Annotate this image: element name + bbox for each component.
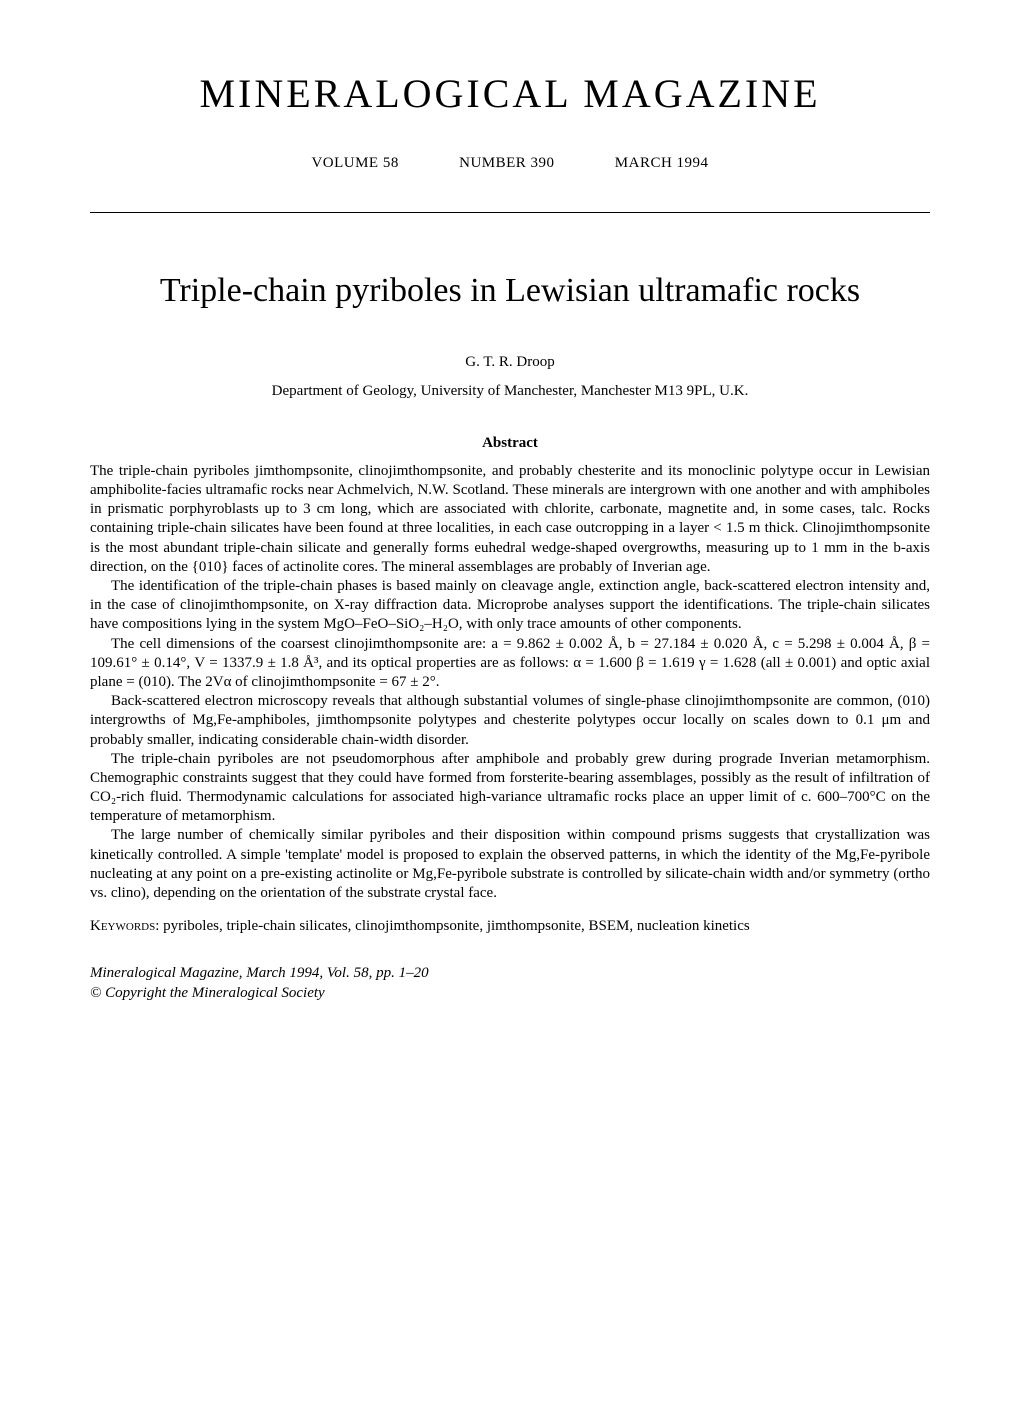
keywords-text: pyriboles, triple-chain silicates, clino… [159, 918, 749, 934]
footer-copyright: © Copyright the Mineralogical Society [90, 984, 930, 1004]
divider-rule [90, 212, 930, 213]
keywords-label: Keywords: [90, 918, 159, 934]
volume-label: VOLUME 58 [311, 155, 398, 171]
abstract-paragraph: The large number of chemically similar p… [90, 826, 930, 903]
date-label: MARCH 1994 [615, 155, 709, 171]
author-affiliation: Department of Geology, University of Man… [90, 383, 930, 400]
abstract-heading: Abstract [90, 435, 930, 452]
keywords-line: Keywords: pyriboles, triple-chain silica… [90, 917, 930, 936]
article-title: Triple-chain pyriboles in Lewisian ultra… [90, 268, 930, 314]
abstract-paragraph: The triple-chain pyriboles are not pseud… [90, 750, 930, 827]
author-name: G. T. R. Droop [90, 354, 930, 371]
abstract-body: The triple-chain pyriboles jimthompsonit… [90, 462, 930, 903]
abstract-paragraph: The identification of the triple-chain p… [90, 577, 930, 635]
abstract-paragraph: The cell dimensions of the coarsest clin… [90, 635, 930, 693]
footer-citation: Mineralogical Magazine, March 1994, Vol.… [90, 964, 930, 984]
footer: Mineralogical Magazine, March 1994, Vol.… [90, 964, 930, 1003]
volume-line: VOLUME 58 NUMBER 390 MARCH 1994 [90, 155, 930, 172]
abstract-paragraph: The triple-chain pyriboles jimthompsonit… [90, 462, 930, 577]
abstract-paragraph: Back-scattered electron microscopy revea… [90, 692, 930, 750]
journal-title: MINERALOGICAL MAGAZINE [90, 70, 930, 117]
number-label: NUMBER 390 [459, 155, 554, 171]
